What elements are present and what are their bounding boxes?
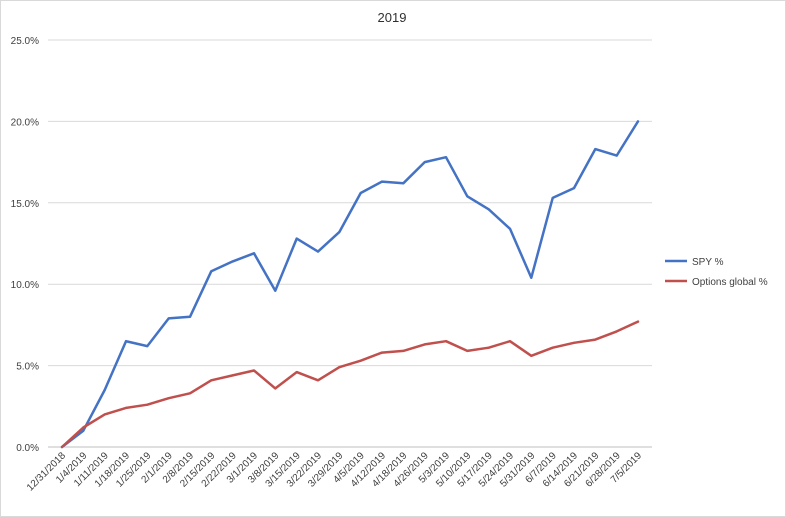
data-point — [359, 192, 362, 194]
data-point — [637, 320, 639, 323]
y-tick-label: 25.0% — [11, 36, 39, 47]
data-point — [573, 187, 575, 190]
series-lines — [60, 120, 640, 449]
chart-title: 2019 — [378, 10, 407, 25]
data-point — [231, 374, 234, 377]
data-point — [103, 413, 106, 416]
data-point — [381, 351, 383, 354]
series-line-spy — [60, 120, 640, 449]
data-point — [210, 379, 213, 382]
data-point — [615, 330, 618, 333]
data-point — [295, 237, 298, 240]
data-point — [615, 154, 618, 157]
y-tick-label: 5.0% — [16, 362, 39, 373]
data-point — [509, 227, 511, 230]
data-point — [530, 276, 533, 279]
data-point — [82, 429, 85, 432]
legend-label: Options global % — [692, 277, 768, 288]
data-point — [466, 349, 469, 352]
data-point — [573, 341, 575, 344]
data-point — [466, 195, 469, 198]
x-axis-ticks: 12/31/20181/4/20191/11/20191/18/20191/25… — [25, 450, 644, 493]
data-point — [295, 371, 298, 374]
data-point — [402, 182, 405, 185]
data-point — [423, 343, 426, 346]
data-point — [146, 345, 149, 348]
legend: SPY % Options global % — [665, 257, 768, 288]
data-point — [253, 252, 255, 255]
data-point — [594, 338, 597, 341]
data-point — [594, 148, 597, 151]
series-line-options-global — [60, 320, 640, 449]
y-tick-label: 0.0% — [16, 443, 39, 454]
data-point — [167, 317, 170, 320]
data-point — [253, 369, 255, 372]
data-point — [61, 446, 63, 448]
data-point — [445, 340, 447, 343]
data-point — [487, 208, 490, 211]
data-point — [167, 397, 170, 400]
legend-label: SPY % — [692, 257, 724, 268]
data-point — [317, 379, 319, 382]
data-point — [509, 340, 511, 343]
data-point — [189, 392, 191, 395]
data-point — [82, 426, 85, 429]
data-point — [338, 231, 341, 234]
gridlines — [48, 39, 652, 448]
data-point — [551, 346, 554, 349]
y-tick-label: 10.0% — [11, 280, 39, 291]
data-point — [637, 120, 639, 123]
data-point — [551, 196, 554, 199]
y-axis-ticks: 0.0% 5.0% 10.0% 15.0% 20.0% 25.0% — [11, 36, 39, 454]
data-point — [125, 340, 127, 343]
data-point — [338, 366, 341, 369]
data-point — [359, 359, 362, 362]
data-point — [103, 389, 106, 391]
data-point — [189, 315, 191, 318]
data-point — [274, 387, 277, 390]
data-point — [146, 403, 149, 406]
data-point — [445, 156, 447, 159]
data-point — [125, 406, 127, 409]
data-point — [231, 260, 234, 263]
data-point — [530, 354, 533, 357]
data-point — [423, 161, 426, 164]
data-point — [317, 250, 319, 253]
data-point — [210, 270, 213, 273]
data-point — [274, 289, 277, 292]
data-point — [381, 180, 383, 183]
data-point — [487, 346, 490, 349]
data-point — [402, 349, 405, 352]
y-tick-label: 15.0% — [11, 199, 39, 210]
y-tick-label: 20.0% — [11, 117, 39, 128]
